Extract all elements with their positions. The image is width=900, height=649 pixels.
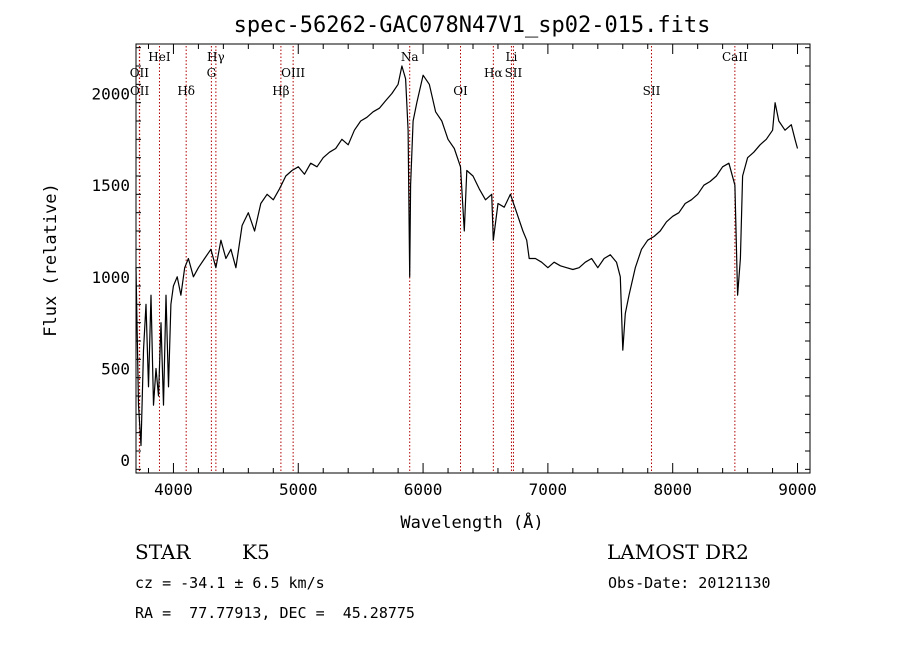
line-marker-hδ-label: Hδ [177, 84, 195, 98]
x-tick-label: 6000 [404, 480, 443, 499]
redshift-readout: cz = -34.1 ± 6.5 km/s [135, 574, 325, 592]
object-class: STAR [135, 540, 191, 564]
line-marker-oiii-label: OIII [281, 66, 305, 80]
line-marker-sii-label: SII [505, 66, 523, 80]
y-tick-label: 0 [120, 451, 130, 470]
line-marker-hβ-label: Hβ [272, 84, 289, 98]
survey-label: LAMOST DR2 [607, 540, 749, 564]
x-tick-label: 8000 [653, 480, 692, 499]
line-marker-sii-label: SII [643, 84, 661, 98]
y-tick-label: 500 [101, 360, 130, 379]
line-marker-na-label: Na [401, 50, 419, 64]
spectrum-line [135, 65, 799, 447]
coordinates-readout: RA = 77.77913, DEC = 45.28775 [135, 604, 415, 622]
x-axis: 4000 5000 6000 7000 8000 9000 [147, 44, 817, 499]
y-tick-label: 2000 [91, 85, 130, 104]
spectrum-series [135, 65, 799, 447]
line-marker-lines [138, 46, 736, 473]
obs-date: Obs-Date: 20121130 [608, 574, 771, 592]
line-marker-oii-label: OII [130, 66, 150, 80]
x-axis-label: Wavelength (Å) [400, 511, 543, 533]
line-marker-oi-label: OI [453, 84, 468, 98]
chart-title: spec-56262-GAC078N47V1_sp02-015.fits [234, 13, 711, 38]
y-axis: 0 500 1000 1500 2000 [91, 47, 810, 470]
x-tick-label: 7000 [529, 480, 568, 499]
y-axis-label: Flux (relative) [41, 183, 61, 337]
y-tick-label: 1000 [91, 268, 130, 287]
y-tick-label: 1500 [91, 176, 130, 195]
x-tick-label: 9000 [778, 480, 817, 499]
line-marker-hei-label: HeI [148, 50, 171, 64]
line-marker-oii-label: OII [130, 84, 150, 98]
line-marker-hα-label: Hα [484, 66, 503, 80]
line-marker-caii-label: CaII [722, 50, 748, 64]
x-tick-label: 5000 [279, 480, 318, 499]
line-marker-g-label: G [207, 66, 217, 80]
x-tick-label: 4000 [154, 480, 193, 499]
line-marker-hγ-label: Hγ [207, 50, 225, 64]
line-marker-li-label: Li [506, 50, 518, 64]
object-subclass: K5 [242, 540, 270, 564]
